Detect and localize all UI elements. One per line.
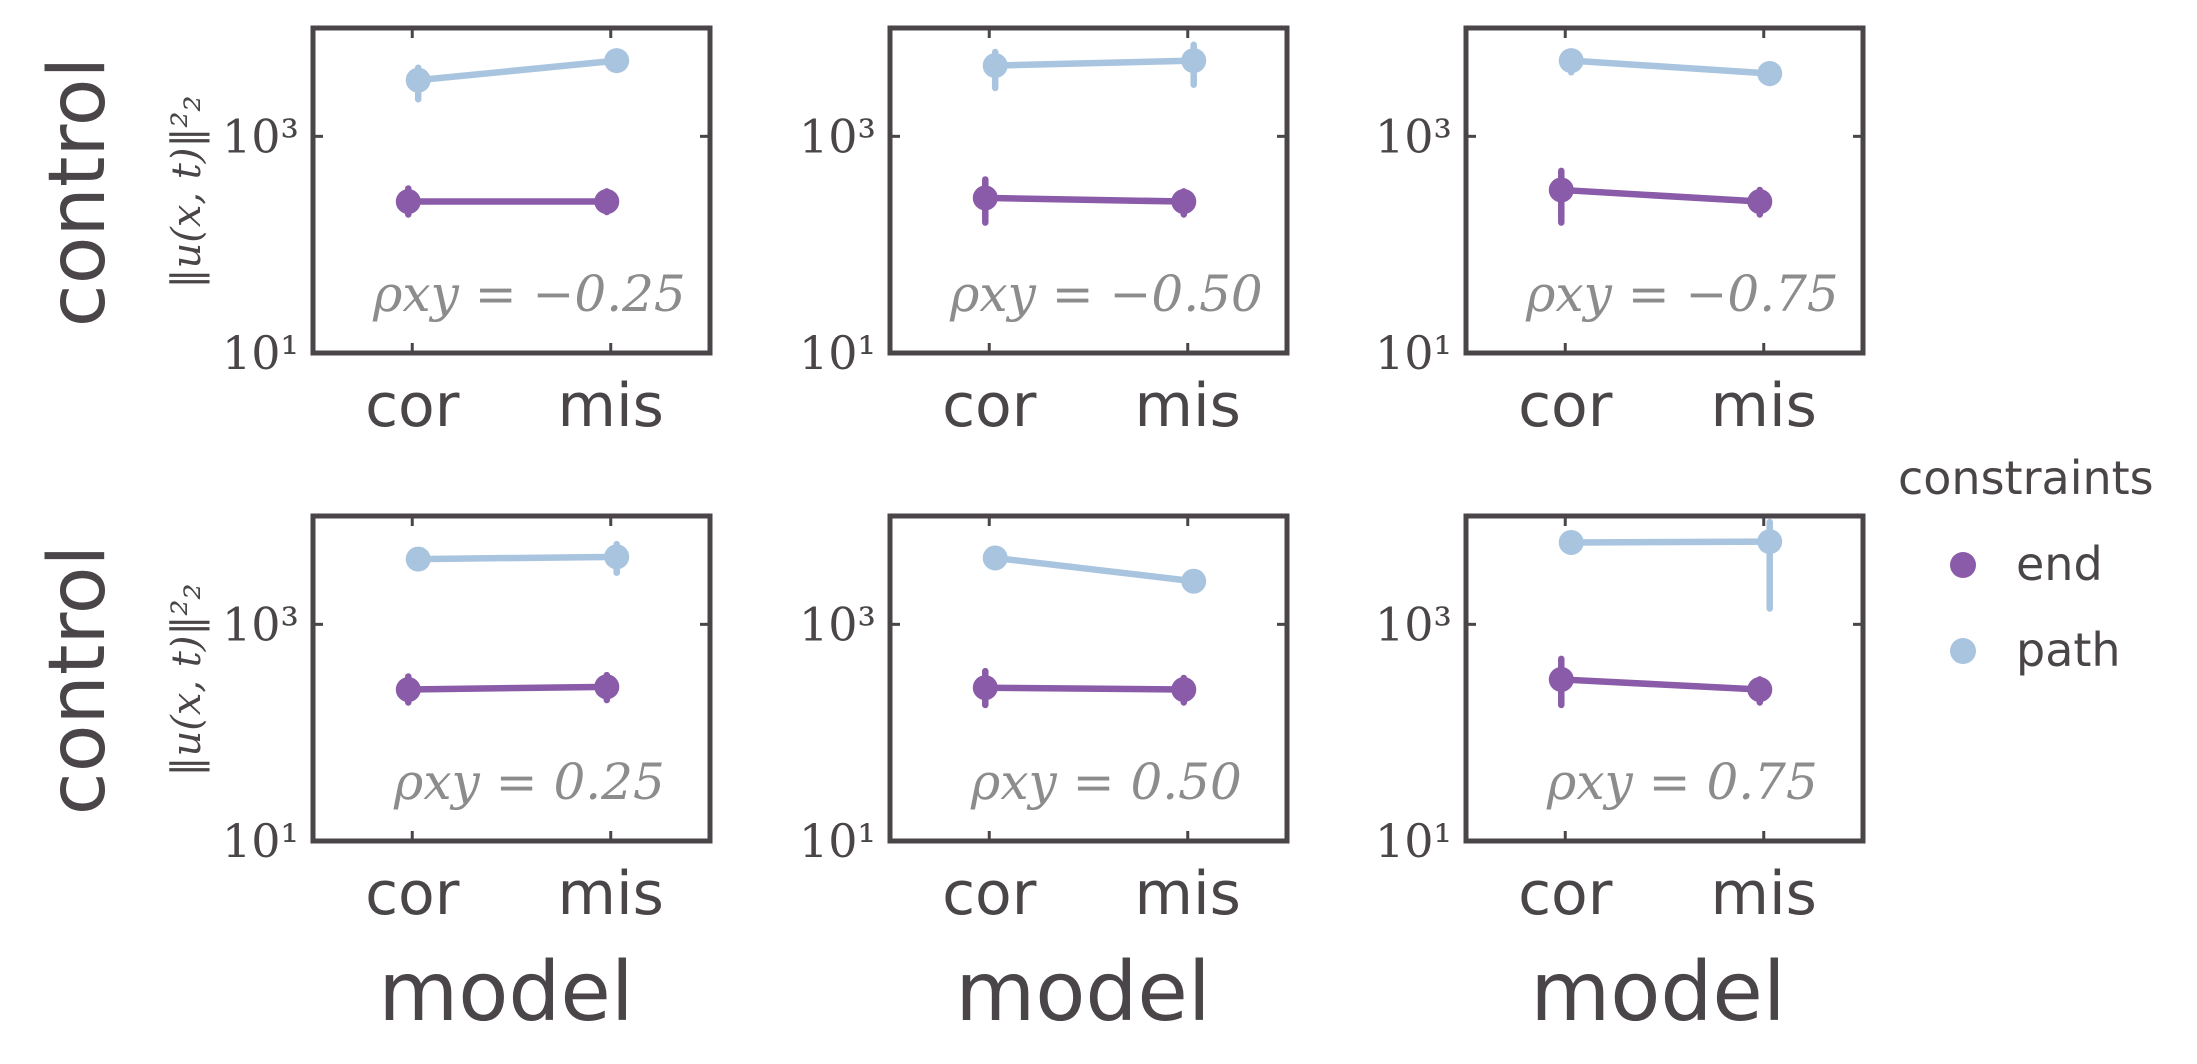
series-line-end [982,684,1188,693]
point-path-cor [982,545,1008,571]
x-tick-label-mis: mis [1135,371,1241,441]
point-path-cor [982,53,1008,79]
point-path-mis [1757,61,1783,87]
x-tick-label-cor: cor [1518,371,1613,441]
legend-label-end: end [2016,537,2103,591]
panel-row2-col1: 10¹ 10³ cor mis ρxy = 0.25 [222,513,713,929]
point-end-cor [972,675,998,701]
legend: constraints end path [1898,451,2154,677]
x-tick-label-mis: mis [558,859,664,929]
panel-frame [310,513,713,844]
x-tick-label-cor: cor [365,371,460,441]
y-tick-label: 10³ [799,597,876,651]
point-path-cor [1558,48,1584,74]
panel-frame [1463,25,1866,356]
legend-marker-path [1950,638,1976,664]
series-line-end [405,683,611,693]
point-end-cor [1548,666,1574,692]
point-path-mis [1181,48,1207,74]
point-path-cor [1558,529,1584,555]
legend-marker-end [1950,552,1976,578]
x-tick-label-mis: mis [1711,859,1817,929]
row1-ylabel-control: control [33,57,123,327]
y-tick-label: 10³ [222,109,299,163]
panel-frame [887,25,1290,356]
point-path-cor [405,546,431,572]
series-line-path [1567,538,1773,546]
point-path-mis [604,48,630,74]
panel-row2-col3: 10¹ 10³ cor mis ρxy = 0.75 [1375,513,1866,929]
x-tick-label-cor: cor [365,859,460,929]
panels: 10¹ 10³ cor mis ρxy = −0.25 10¹ 10³ cor mis ρxy =… [222,25,1866,929]
point-end-mis [1747,189,1773,215]
row2-ylabel-norm: ‖u(x, t)‖²₂ [164,583,210,776]
point-end-cor [1548,177,1574,203]
x-tick-label-cor: cor [1518,859,1613,929]
point-path-cor [405,67,431,93]
col3-xlabel-model: model [1530,945,1785,1040]
rho-annotation: ρxy = −0.50 [949,265,1263,323]
rho-annotation: ρxy = 0.75 [1546,753,1818,811]
panel-frame [310,25,713,356]
legend-label-path: path [2016,623,2121,677]
y-tick-label: 10¹ [1375,814,1452,868]
y-tick-label: 10³ [1375,597,1452,651]
y-tick-label: 10¹ [799,326,876,380]
x-tick-label-mis: mis [558,371,664,441]
panel-frame [1463,513,1866,844]
panel-row1-col1: 10¹ 10³ cor mis ρxy = −0.25 [222,25,713,441]
y-tick-label: 10¹ [1375,326,1452,380]
col2-xlabel-model: model [955,945,1210,1040]
point-path-mis [1181,568,1207,594]
row2-ylabel-control: control [33,545,123,815]
point-end-cor [395,677,421,703]
panel-row1-col3: 10¹ 10³ cor mis ρxy = −0.75 [1375,25,1866,441]
rho-annotation: ρxy = −0.25 [372,265,686,323]
panel-row2-col2: 10¹ 10³ cor mis ρxy = 0.50 [799,513,1290,929]
x-tick-label-mis: mis [1711,371,1817,441]
panel-frame [887,513,1290,844]
row1-ylabel-norm: ‖u(x, t)‖²₂ [164,95,210,288]
rho-annotation: ρxy = 0.50 [970,753,1242,811]
col1-xlabel-model: model [378,945,633,1040]
point-end-mis [594,674,620,700]
series-line-end [982,194,1188,205]
rho-annotation: ρxy = 0.25 [393,753,665,811]
series-line-end [1558,676,1764,693]
x-tick-label-cor: cor [942,859,1037,929]
point-end-mis [1171,189,1197,215]
series-line-path [1567,57,1773,77]
series-line-path [991,554,1197,585]
rho-annotation: ρxy = −0.75 [1525,265,1839,323]
legend-title: constraints [1898,451,2154,505]
y-tick-label: 10¹ [799,814,876,868]
y-tick-label: 10³ [222,597,299,651]
series-line-path [414,553,620,563]
series-line-path [414,57,620,84]
point-end-mis [1171,677,1197,703]
y-tick-label: 10³ [1375,109,1452,163]
point-end-cor [395,189,421,215]
point-path-mis [1757,529,1783,555]
point-end-mis [1747,677,1773,703]
y-tick-label: 10³ [799,109,876,163]
series-line-end [1558,186,1764,205]
panel-row1-col2: 10¹ 10³ cor mis ρxy = −0.50 [799,25,1290,441]
point-end-cor [972,185,998,211]
y-tick-label: 10¹ [222,326,299,380]
x-tick-label-cor: cor [942,371,1037,441]
series-line-path [991,57,1197,69]
point-end-mis [594,189,620,215]
x-tick-label-mis: mis [1135,859,1241,929]
point-path-mis [604,544,630,570]
y-tick-label: 10¹ [222,814,299,868]
